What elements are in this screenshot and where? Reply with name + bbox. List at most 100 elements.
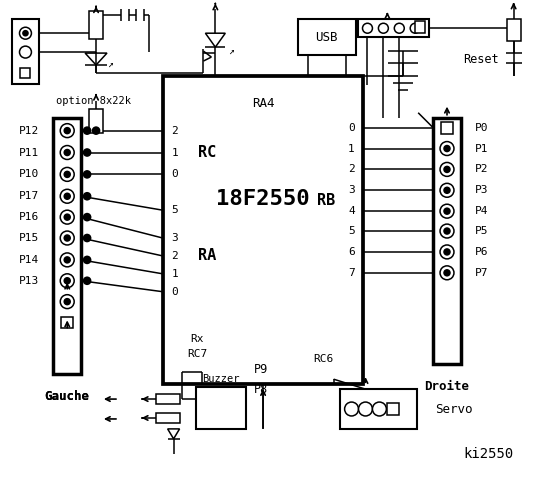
Text: Gauche: Gauche: [45, 390, 90, 403]
Circle shape: [394, 23, 404, 33]
Circle shape: [363, 23, 372, 33]
Circle shape: [444, 249, 450, 255]
Text: Servo: Servo: [435, 403, 473, 416]
Text: RA4: RA4: [252, 97, 274, 110]
Text: P15: P15: [19, 233, 39, 243]
Text: P2: P2: [475, 165, 488, 174]
Text: Gauche: Gauche: [45, 390, 90, 403]
Circle shape: [440, 162, 454, 176]
Circle shape: [64, 171, 70, 178]
Circle shape: [92, 127, 100, 134]
Bar: [89, 109, 103, 132]
Circle shape: [444, 228, 450, 234]
Bar: [156, 394, 180, 404]
Text: Reset: Reset: [463, 52, 499, 66]
Circle shape: [345, 402, 358, 416]
Text: P16: P16: [19, 212, 39, 222]
Circle shape: [444, 187, 450, 193]
Text: 18F2550: 18F2550: [216, 189, 310, 209]
Bar: [433, 118, 461, 364]
Text: P6: P6: [475, 247, 488, 257]
Bar: [415, 21, 425, 33]
Circle shape: [440, 245, 454, 259]
Text: P11: P11: [19, 147, 39, 157]
Circle shape: [64, 193, 70, 199]
Circle shape: [64, 128, 70, 133]
Bar: [89, 12, 103, 39]
Bar: [163, 76, 363, 384]
Bar: [20, 68, 30, 78]
Circle shape: [64, 235, 70, 241]
Bar: [441, 122, 453, 133]
Text: ↗: ↗: [107, 59, 113, 69]
Bar: [12, 19, 39, 84]
Text: P9: P9: [254, 363, 268, 376]
Circle shape: [19, 27, 32, 39]
Text: Rx: Rx: [191, 335, 204, 345]
Text: P8: P8: [254, 383, 268, 396]
Circle shape: [84, 277, 91, 284]
Text: P7: P7: [475, 268, 488, 278]
Circle shape: [64, 214, 70, 220]
Bar: [61, 316, 73, 328]
Bar: [507, 19, 520, 41]
Circle shape: [84, 256, 91, 264]
Circle shape: [19, 46, 32, 58]
Text: RA: RA: [199, 249, 217, 264]
Circle shape: [440, 266, 454, 280]
Circle shape: [444, 208, 450, 214]
Bar: [196, 387, 246, 429]
Circle shape: [23, 31, 28, 36]
Text: 0: 0: [171, 169, 178, 180]
Text: 4: 4: [348, 206, 355, 216]
Circle shape: [84, 149, 91, 156]
Text: 5: 5: [171, 205, 178, 215]
Text: RB: RB: [316, 193, 335, 208]
Text: RC: RC: [199, 145, 217, 160]
Text: 2: 2: [348, 165, 355, 174]
Circle shape: [60, 168, 74, 181]
Circle shape: [60, 210, 74, 224]
Text: Buzzer: Buzzer: [202, 374, 240, 384]
Text: Droite: Droite: [425, 380, 469, 393]
Bar: [53, 118, 81, 374]
Text: 1: 1: [348, 144, 355, 154]
Text: ki2550: ki2550: [463, 447, 514, 461]
Text: P12: P12: [19, 126, 39, 136]
Text: 2: 2: [171, 126, 178, 136]
Text: option 8x22k: option 8x22k: [55, 96, 131, 106]
Text: 5: 5: [348, 226, 355, 236]
Circle shape: [84, 171, 91, 178]
Text: 2: 2: [171, 251, 178, 261]
Text: ↗: ↗: [228, 46, 234, 56]
Circle shape: [60, 124, 74, 138]
Text: RC7: RC7: [187, 349, 207, 360]
Circle shape: [60, 253, 74, 267]
Text: 1: 1: [171, 269, 178, 279]
Circle shape: [84, 193, 91, 200]
Text: 6: 6: [348, 247, 355, 257]
Circle shape: [60, 295, 74, 309]
Bar: [387, 403, 399, 415]
Circle shape: [60, 145, 74, 159]
Circle shape: [440, 224, 454, 238]
Text: RC6: RC6: [314, 354, 334, 364]
Circle shape: [440, 204, 454, 218]
Text: P1: P1: [475, 144, 488, 154]
Text: P17: P17: [19, 191, 39, 201]
Text: P5: P5: [475, 226, 488, 236]
Circle shape: [444, 145, 450, 152]
Circle shape: [444, 270, 450, 276]
Circle shape: [60, 231, 74, 245]
Bar: [156, 413, 180, 423]
Circle shape: [440, 142, 454, 156]
Circle shape: [64, 150, 70, 156]
Text: P13: P13: [19, 276, 39, 286]
Text: 7: 7: [348, 268, 355, 278]
Text: P0: P0: [475, 123, 488, 132]
Circle shape: [410, 23, 420, 33]
Text: 0: 0: [171, 287, 178, 297]
Circle shape: [64, 278, 70, 284]
Circle shape: [60, 189, 74, 203]
Circle shape: [64, 257, 70, 263]
